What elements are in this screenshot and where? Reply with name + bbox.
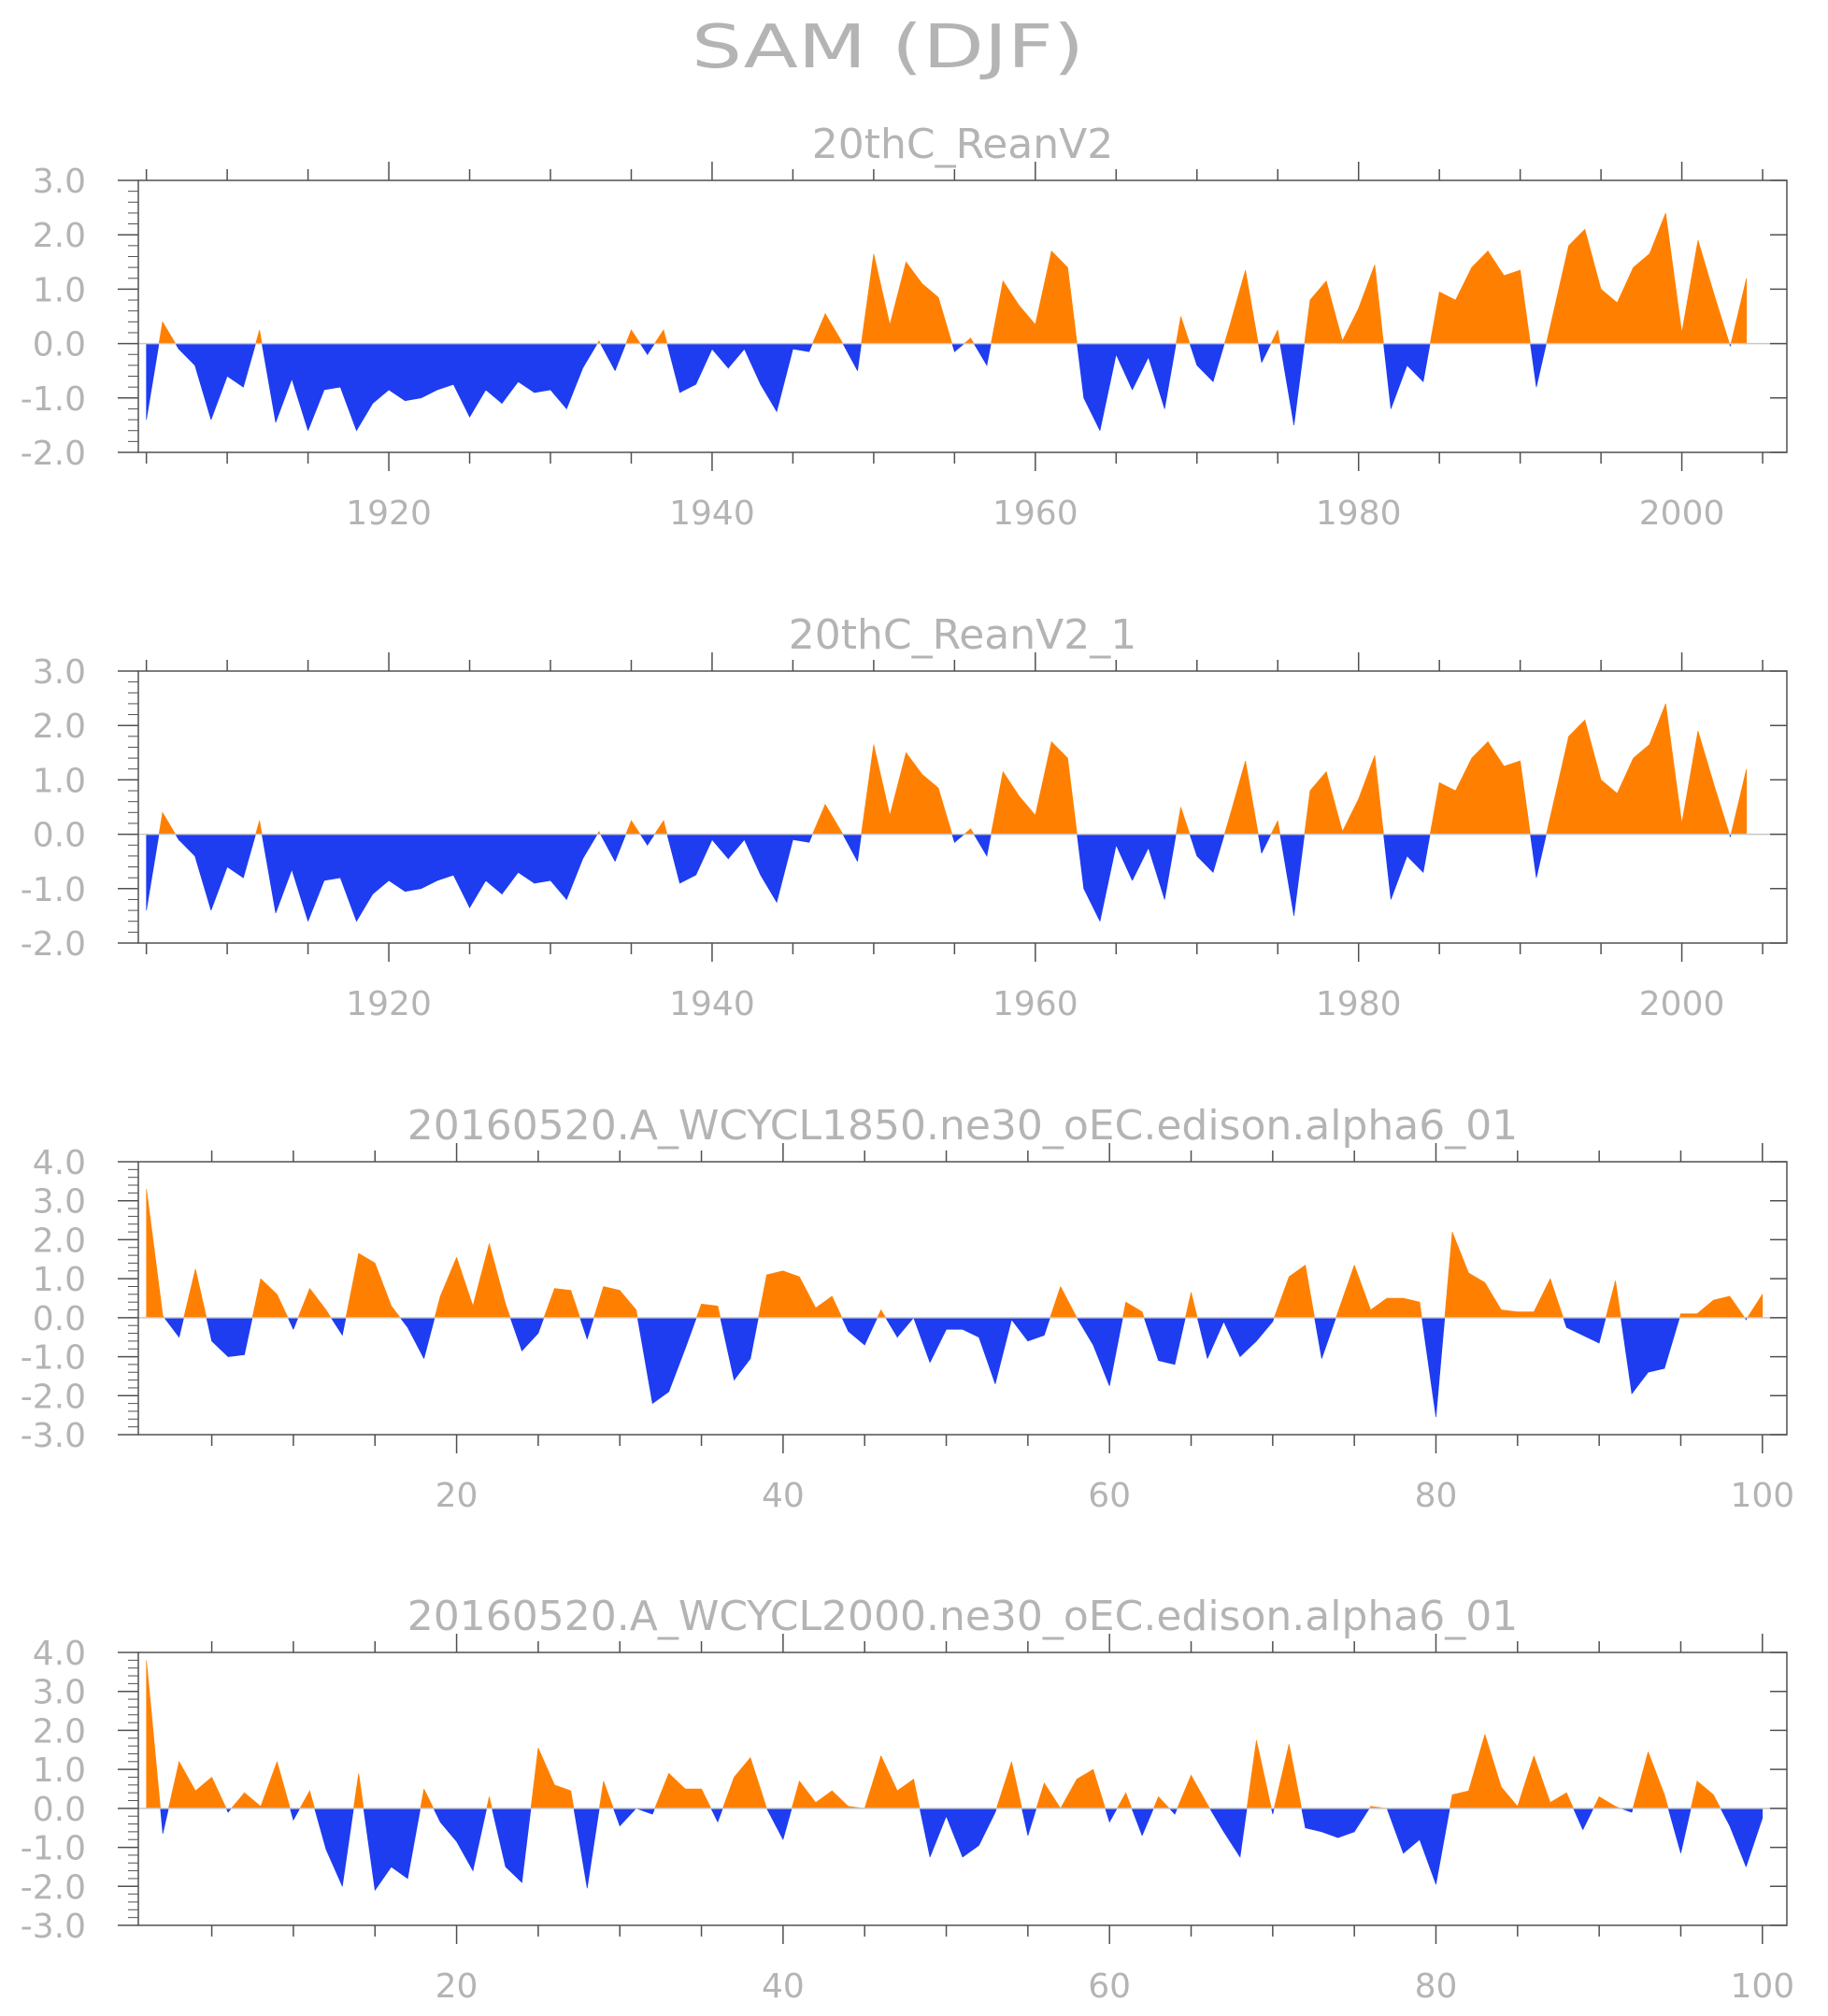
- y-tick-label: 0.0: [33, 817, 86, 855]
- y-tick-label: 2.0: [33, 1712, 86, 1751]
- x-tick-label: 80: [1415, 1477, 1458, 1515]
- y-tick-label: -1.0: [21, 1339, 86, 1378]
- y-tick-label: 3.0: [33, 1674, 86, 1712]
- y-tick-label: 0.0: [33, 326, 86, 365]
- x-tick-label: 20: [436, 1477, 478, 1515]
- y-tick-label: 1.0: [33, 271, 86, 309]
- y-tick-label: -2.0: [21, 1378, 86, 1416]
- y-tick-label: 2.0: [33, 217, 86, 255]
- x-tick-label: 40: [762, 1967, 805, 2006]
- x-tick-label: 2000: [1639, 985, 1725, 1023]
- positive-area: [146, 1189, 1764, 1319]
- y-tick-label: 2.0: [33, 1222, 86, 1260]
- y-tick-label: 3.0: [33, 653, 86, 692]
- panel-20thC-ReanV2: 20thC_ReanV2 -2.0 -1.0 0.0 1.0 2.0 3.0 1920 1940…: [21, 121, 1788, 533]
- x-tick-label: 40: [762, 1477, 805, 1515]
- negative-area: [160, 1808, 1764, 1892]
- x-tick-label: 100: [1730, 1967, 1794, 2006]
- x-tick-label: 60: [1088, 1477, 1131, 1515]
- panel-title: 20160520.A_WCYCL1850.ne30_oEC.edison.alp…: [407, 1102, 1518, 1150]
- y-tick-label: -3.0: [21, 1908, 86, 1946]
- x-tick-label: 1980: [1316, 985, 1402, 1023]
- y-tick-label: 2.0: [33, 708, 86, 746]
- positive-area: [158, 703, 1748, 835]
- y-tick-label: 0.0: [33, 1300, 86, 1338]
- plot-frame: [137, 179, 1788, 453]
- y-tick-label: 1.0: [33, 1751, 86, 1790]
- negative-area: [146, 834, 1732, 922]
- x-tick-label: 1980: [1316, 494, 1402, 533]
- panel-title: 20thC_ReanV2: [812, 121, 1113, 168]
- y-tick-label: 1.0: [33, 762, 86, 800]
- y-tick-label: -2.0: [21, 1868, 86, 1907]
- negative-area: [146, 343, 1732, 432]
- plot-frame: [137, 1161, 1788, 1436]
- y-tick-label: 4.0: [33, 1635, 86, 1673]
- x-tick-label: 100: [1730, 1477, 1794, 1515]
- y-tick-label: -2.0: [21, 925, 86, 964]
- x-tick-label: 60: [1088, 1967, 1131, 2006]
- x-tick-label: 80: [1415, 1967, 1458, 2006]
- y-tick-label: 0.0: [33, 1791, 86, 1829]
- panel-title: 20160520.A_WCYCL2000.ne30_oEC.edison.alp…: [407, 1593, 1518, 1640]
- panel-title: 20thC_ReanV2_1: [789, 611, 1136, 659]
- x-tick-label: 20: [436, 1967, 478, 2006]
- y-tick-label: -1.0: [21, 871, 86, 909]
- y-tick-label: -1.0: [21, 380, 86, 419]
- x-tick-label: 2000: [1639, 494, 1725, 533]
- x-tick-label: 1960: [993, 494, 1078, 533]
- panel-WCYCL2000: 20160520.A_WCYCL2000.ne30_oEC.edison.alp…: [21, 1593, 1794, 2006]
- negative-area: [164, 1317, 1749, 1418]
- x-tick-label: 1920: [346, 985, 432, 1023]
- y-tick-label: 3.0: [33, 1183, 86, 1222]
- panel-20thC-ReanV2-1: 20thC_ReanV2_1 -2.0 -1.0 0.0 1.0 2.0 3.0 1920 19…: [21, 611, 1788, 1023]
- plot-frame: [137, 1651, 1788, 1926]
- x-tick-label: 1940: [669, 985, 755, 1023]
- x-tick-label: 1920: [346, 494, 432, 533]
- x-tick-label: 1960: [993, 985, 1078, 1023]
- y-tick-label: -2.0: [21, 435, 86, 473]
- y-tick-label: 3.0: [33, 163, 86, 201]
- y-tick-label: 4.0: [33, 1144, 86, 1182]
- y-tick-label: -1.0: [21, 1830, 86, 1868]
- plot-frame: [137, 670, 1788, 944]
- y-tick-label: -3.0: [21, 1417, 86, 1455]
- x-tick-label: 1940: [669, 494, 755, 533]
- y-tick-label: 1.0: [33, 1261, 86, 1299]
- positive-area: [146, 1660, 1721, 1809]
- positive-area: [158, 212, 1748, 344]
- figure-title: SAM (DJF): [692, 13, 1084, 82]
- panel-WCYCL1850: 20160520.A_WCYCL1850.ne30_oEC.edison.alp…: [21, 1102, 1794, 1515]
